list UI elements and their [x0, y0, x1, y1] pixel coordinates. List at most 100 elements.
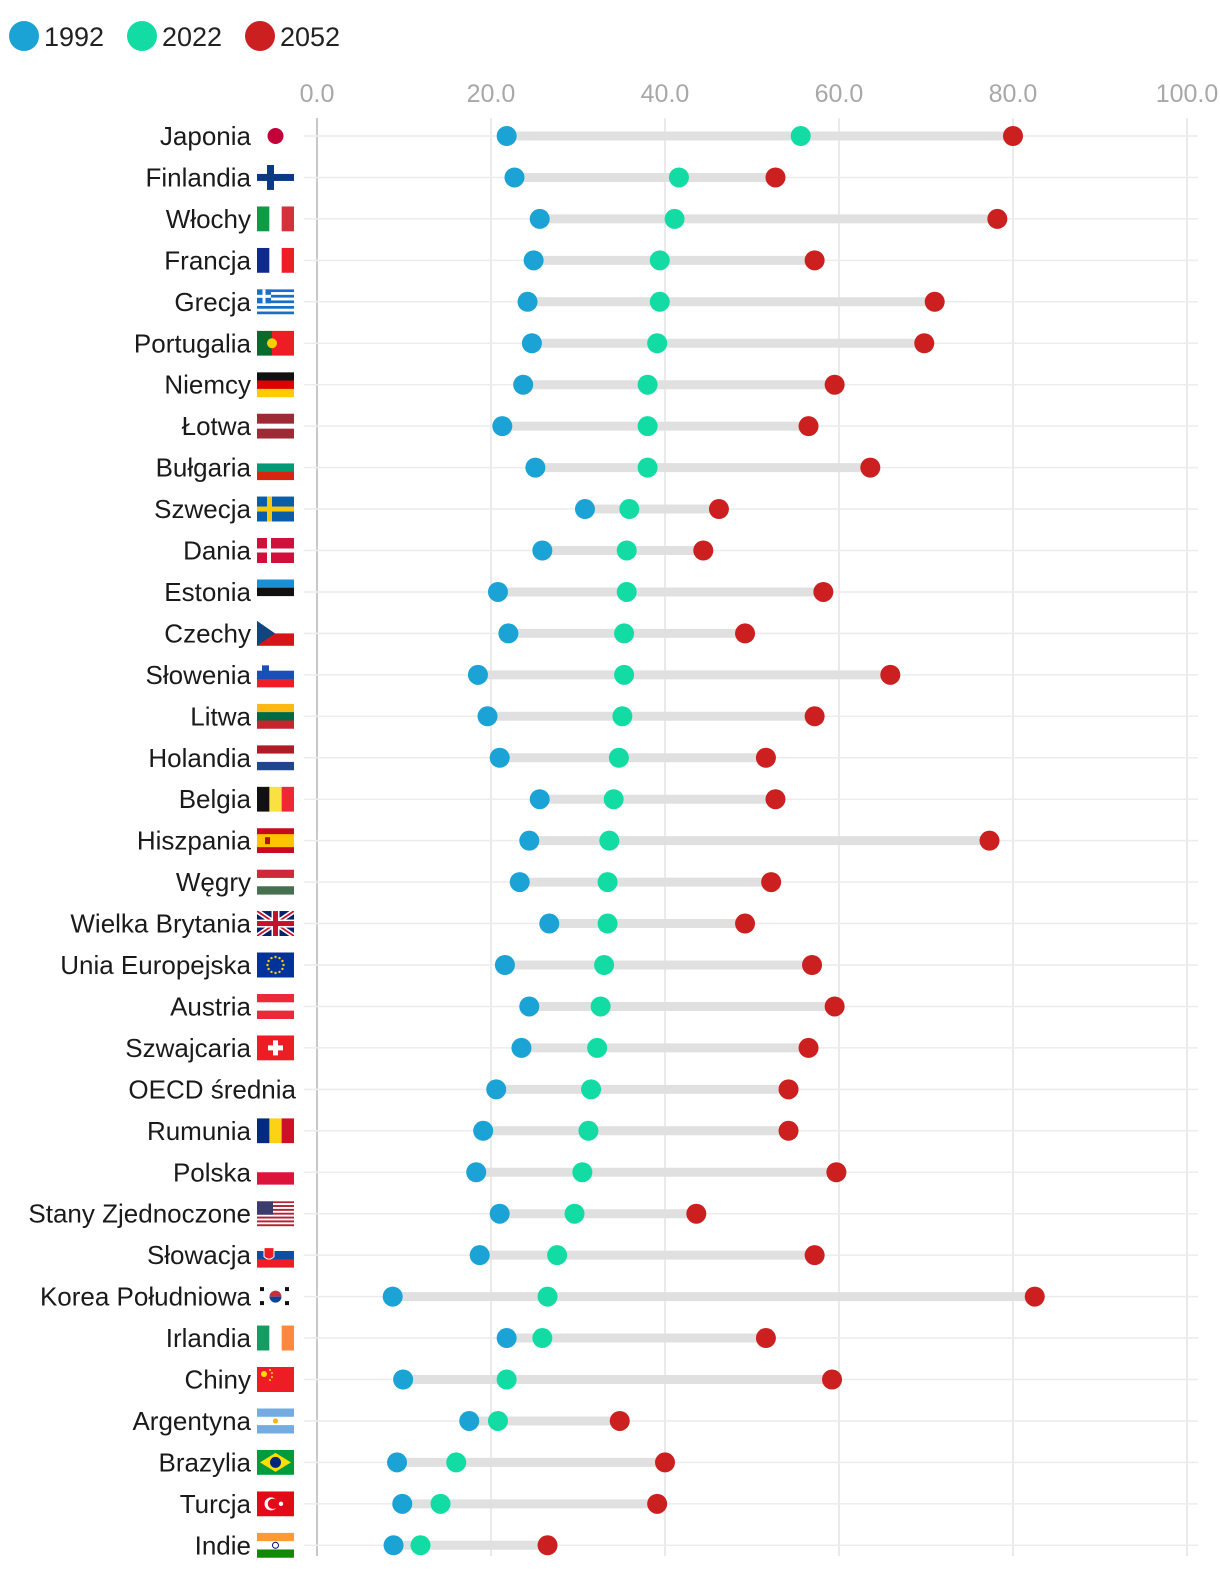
- chart-row: Brazylia: [159, 1447, 675, 1477]
- point-2052: [765, 789, 786, 810]
- point-2052: [824, 374, 845, 395]
- category-label: Korea Południowa: [40, 1282, 252, 1312]
- chart-row: Chiny: [185, 1365, 843, 1395]
- chart-row: Wielka Brytania: [70, 909, 756, 939]
- category-label: Stany Zjednoczone: [28, 1199, 251, 1229]
- chart-row: Bułgaria: [156, 453, 881, 483]
- point-2052: [693, 540, 714, 561]
- point-2022: [564, 1203, 585, 1224]
- point-2022: [597, 872, 618, 893]
- sweden-flag-icon: [257, 496, 294, 522]
- chart-row: Dania: [183, 536, 714, 566]
- category-label: Turcja: [180, 1489, 252, 1519]
- eu-flag-icon: [257, 952, 294, 978]
- point-2022: [496, 1369, 517, 1390]
- chart-row: Grecja: [174, 287, 945, 317]
- point-2022: [614, 664, 635, 685]
- bulgaria-flag-icon: [257, 455, 294, 481]
- point-2022: [603, 789, 624, 810]
- usa-flag-icon: [257, 1201, 294, 1227]
- point-2022: [608, 747, 629, 768]
- hungary-flag-icon: [257, 869, 294, 895]
- point-1992: [525, 457, 546, 478]
- point-1992: [494, 955, 515, 975]
- point-2022: [590, 996, 611, 1017]
- point-2052: [826, 1162, 847, 1183]
- point-2022: [616, 581, 637, 602]
- point-1992: [529, 789, 550, 810]
- uk-flag-icon: [257, 911, 294, 937]
- south-korea-flag-icon: [257, 1284, 294, 1310]
- point-2022: [594, 955, 615, 975]
- chart-row: Unia Europejska: [60, 950, 823, 980]
- point-2052: [804, 250, 825, 271]
- x-tick-label: 20.0: [467, 80, 516, 108]
- point-1992: [473, 1120, 494, 1141]
- chart-row: Słowenia: [145, 660, 901, 690]
- point-2052: [778, 1079, 799, 1100]
- point-2052: [914, 333, 935, 354]
- point-2052: [860, 457, 881, 478]
- point-2052: [708, 499, 729, 520]
- point-1992: [383, 1535, 404, 1556]
- category-label: Austria: [170, 991, 251, 1021]
- point-2052: [735, 623, 756, 644]
- point-1992: [487, 581, 508, 602]
- point-1992: [382, 1286, 403, 1307]
- point-2052: [880, 664, 901, 685]
- x-tick-label: 40.0: [641, 80, 690, 108]
- czechia-flag-icon: [257, 620, 294, 646]
- point-2022: [547, 1245, 568, 1266]
- x-tick-label: 80.0: [989, 80, 1038, 108]
- point-1992: [467, 664, 488, 685]
- point-2022: [790, 126, 811, 146]
- category-label: Hiszpania: [137, 826, 252, 856]
- chart-row: Hiszpania: [137, 826, 1000, 856]
- category-label: Szwecja: [154, 494, 251, 524]
- chart-row: Argentyna: [132, 1406, 630, 1436]
- point-1992: [539, 913, 560, 934]
- legend-marker-1992: [9, 21, 39, 51]
- chart-row: Portugalia: [134, 328, 935, 358]
- point-2022: [649, 291, 670, 312]
- japan-flag-icon: [267, 128, 284, 144]
- point-2052: [813, 581, 834, 602]
- point-1992: [517, 291, 538, 312]
- point-2052: [802, 955, 823, 975]
- point-1992: [574, 499, 595, 520]
- category-label: Indie: [195, 1530, 251, 1560]
- point-2052: [735, 913, 756, 934]
- romania-flag-icon: [257, 1118, 294, 1144]
- category-label: OECD średnia: [128, 1074, 296, 1104]
- chart-row: Indie: [195, 1530, 558, 1560]
- point-1992: [486, 1079, 507, 1100]
- category-label: Polska: [173, 1157, 252, 1187]
- legend-marker-2052: [245, 21, 275, 51]
- austria-flag-icon: [257, 993, 294, 1019]
- point-2052: [647, 1493, 668, 1514]
- point-1992: [466, 1162, 487, 1183]
- point-2052: [761, 872, 782, 893]
- point-2022: [668, 167, 689, 188]
- category-label: Irlandia: [166, 1323, 252, 1353]
- slovenia-flag-icon: [257, 662, 294, 688]
- point-1992: [392, 1493, 413, 1514]
- chart-row: Łotwa: [182, 411, 819, 441]
- point-1992: [459, 1410, 480, 1431]
- legend-label-1992: 1992: [44, 22, 104, 52]
- point-2022: [446, 1452, 467, 1473]
- chart-row: Korea Południowa: [40, 1282, 1045, 1312]
- point-1992: [489, 1203, 510, 1224]
- point-2022: [616, 540, 637, 561]
- point-2022: [537, 1286, 558, 1307]
- point-2052: [765, 167, 786, 188]
- category-label: Bułgaria: [156, 453, 252, 483]
- finland-flag-icon: [257, 164, 294, 190]
- point-2052: [987, 208, 1008, 229]
- point-2052: [537, 1535, 558, 1556]
- category-label: Łotwa: [182, 411, 252, 441]
- point-2022: [430, 1493, 451, 1514]
- category-label: Włochy: [166, 204, 251, 234]
- point-2052: [822, 1369, 843, 1390]
- china-flag-icon: [257, 1367, 294, 1392]
